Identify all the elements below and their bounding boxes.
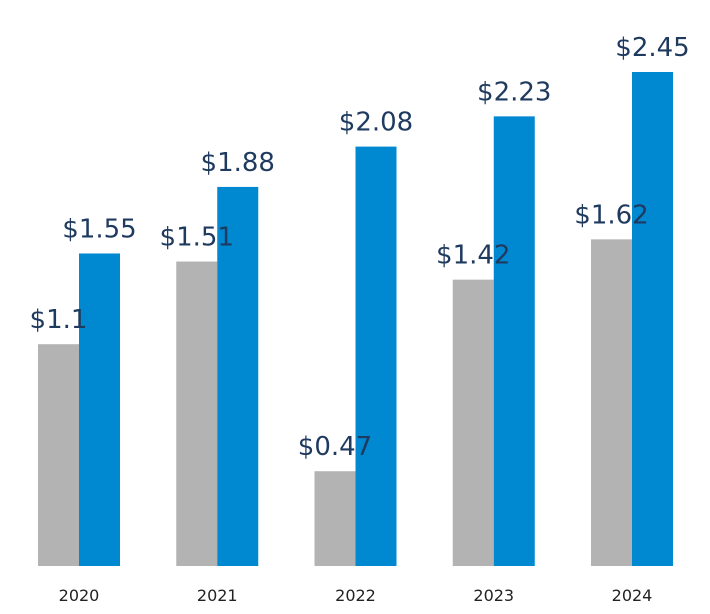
bar-2021-series-2 [217, 186, 259, 566]
value-label-2020-series-2: $1.55 [62, 214, 136, 244]
value-label-2022-series-1: $0.47 [298, 432, 372, 462]
bar-2024-series-2 [632, 72, 673, 566]
bar-2024-series-1 [591, 239, 632, 567]
value-label-2023-series-2: $2.23 [477, 77, 551, 107]
x-tick-label-2020: 2020 [59, 586, 100, 605]
x-tick-label-2023: 2023 [473, 586, 514, 605]
bar-2023-series-2 [493, 116, 535, 567]
bars-layer [38, 72, 673, 567]
x-tick-label-2021: 2021 [197, 586, 238, 605]
x-tick-label-2024: 2024 [612, 586, 653, 605]
value-label-2021-series-1: $1.51 [160, 223, 234, 253]
bar-2021-series-1 [176, 261, 218, 566]
bar-2020-series-2 [79, 253, 120, 566]
value-labels-layer: $1.1 $1.55 $1.51 $1.88 $0.47 $2.08 $1.42 $2.23 $… [30, 33, 690, 462]
bar-2020-series-1 [38, 344, 79, 566]
value-label-2023-series-1: $1.42 [436, 241, 510, 271]
value-label-2020-series-1: $1.1 [30, 305, 88, 335]
value-label-2021-series-2: $1.88 [201, 148, 275, 178]
value-label-2024-series-1: $1.62 [574, 200, 648, 230]
bar-2022-series-1 [314, 471, 356, 566]
x-axis-ticks: 2020 2021 2022 2023 2024 [59, 586, 653, 605]
x-tick-label-2022: 2022 [335, 586, 376, 605]
value-label-2022-series-2: $2.08 [339, 108, 413, 138]
bar-2022-series-2 [355, 146, 397, 566]
bar-2023-series-1 [452, 279, 494, 566]
value-label-2024-series-2: $2.45 [615, 33, 689, 63]
